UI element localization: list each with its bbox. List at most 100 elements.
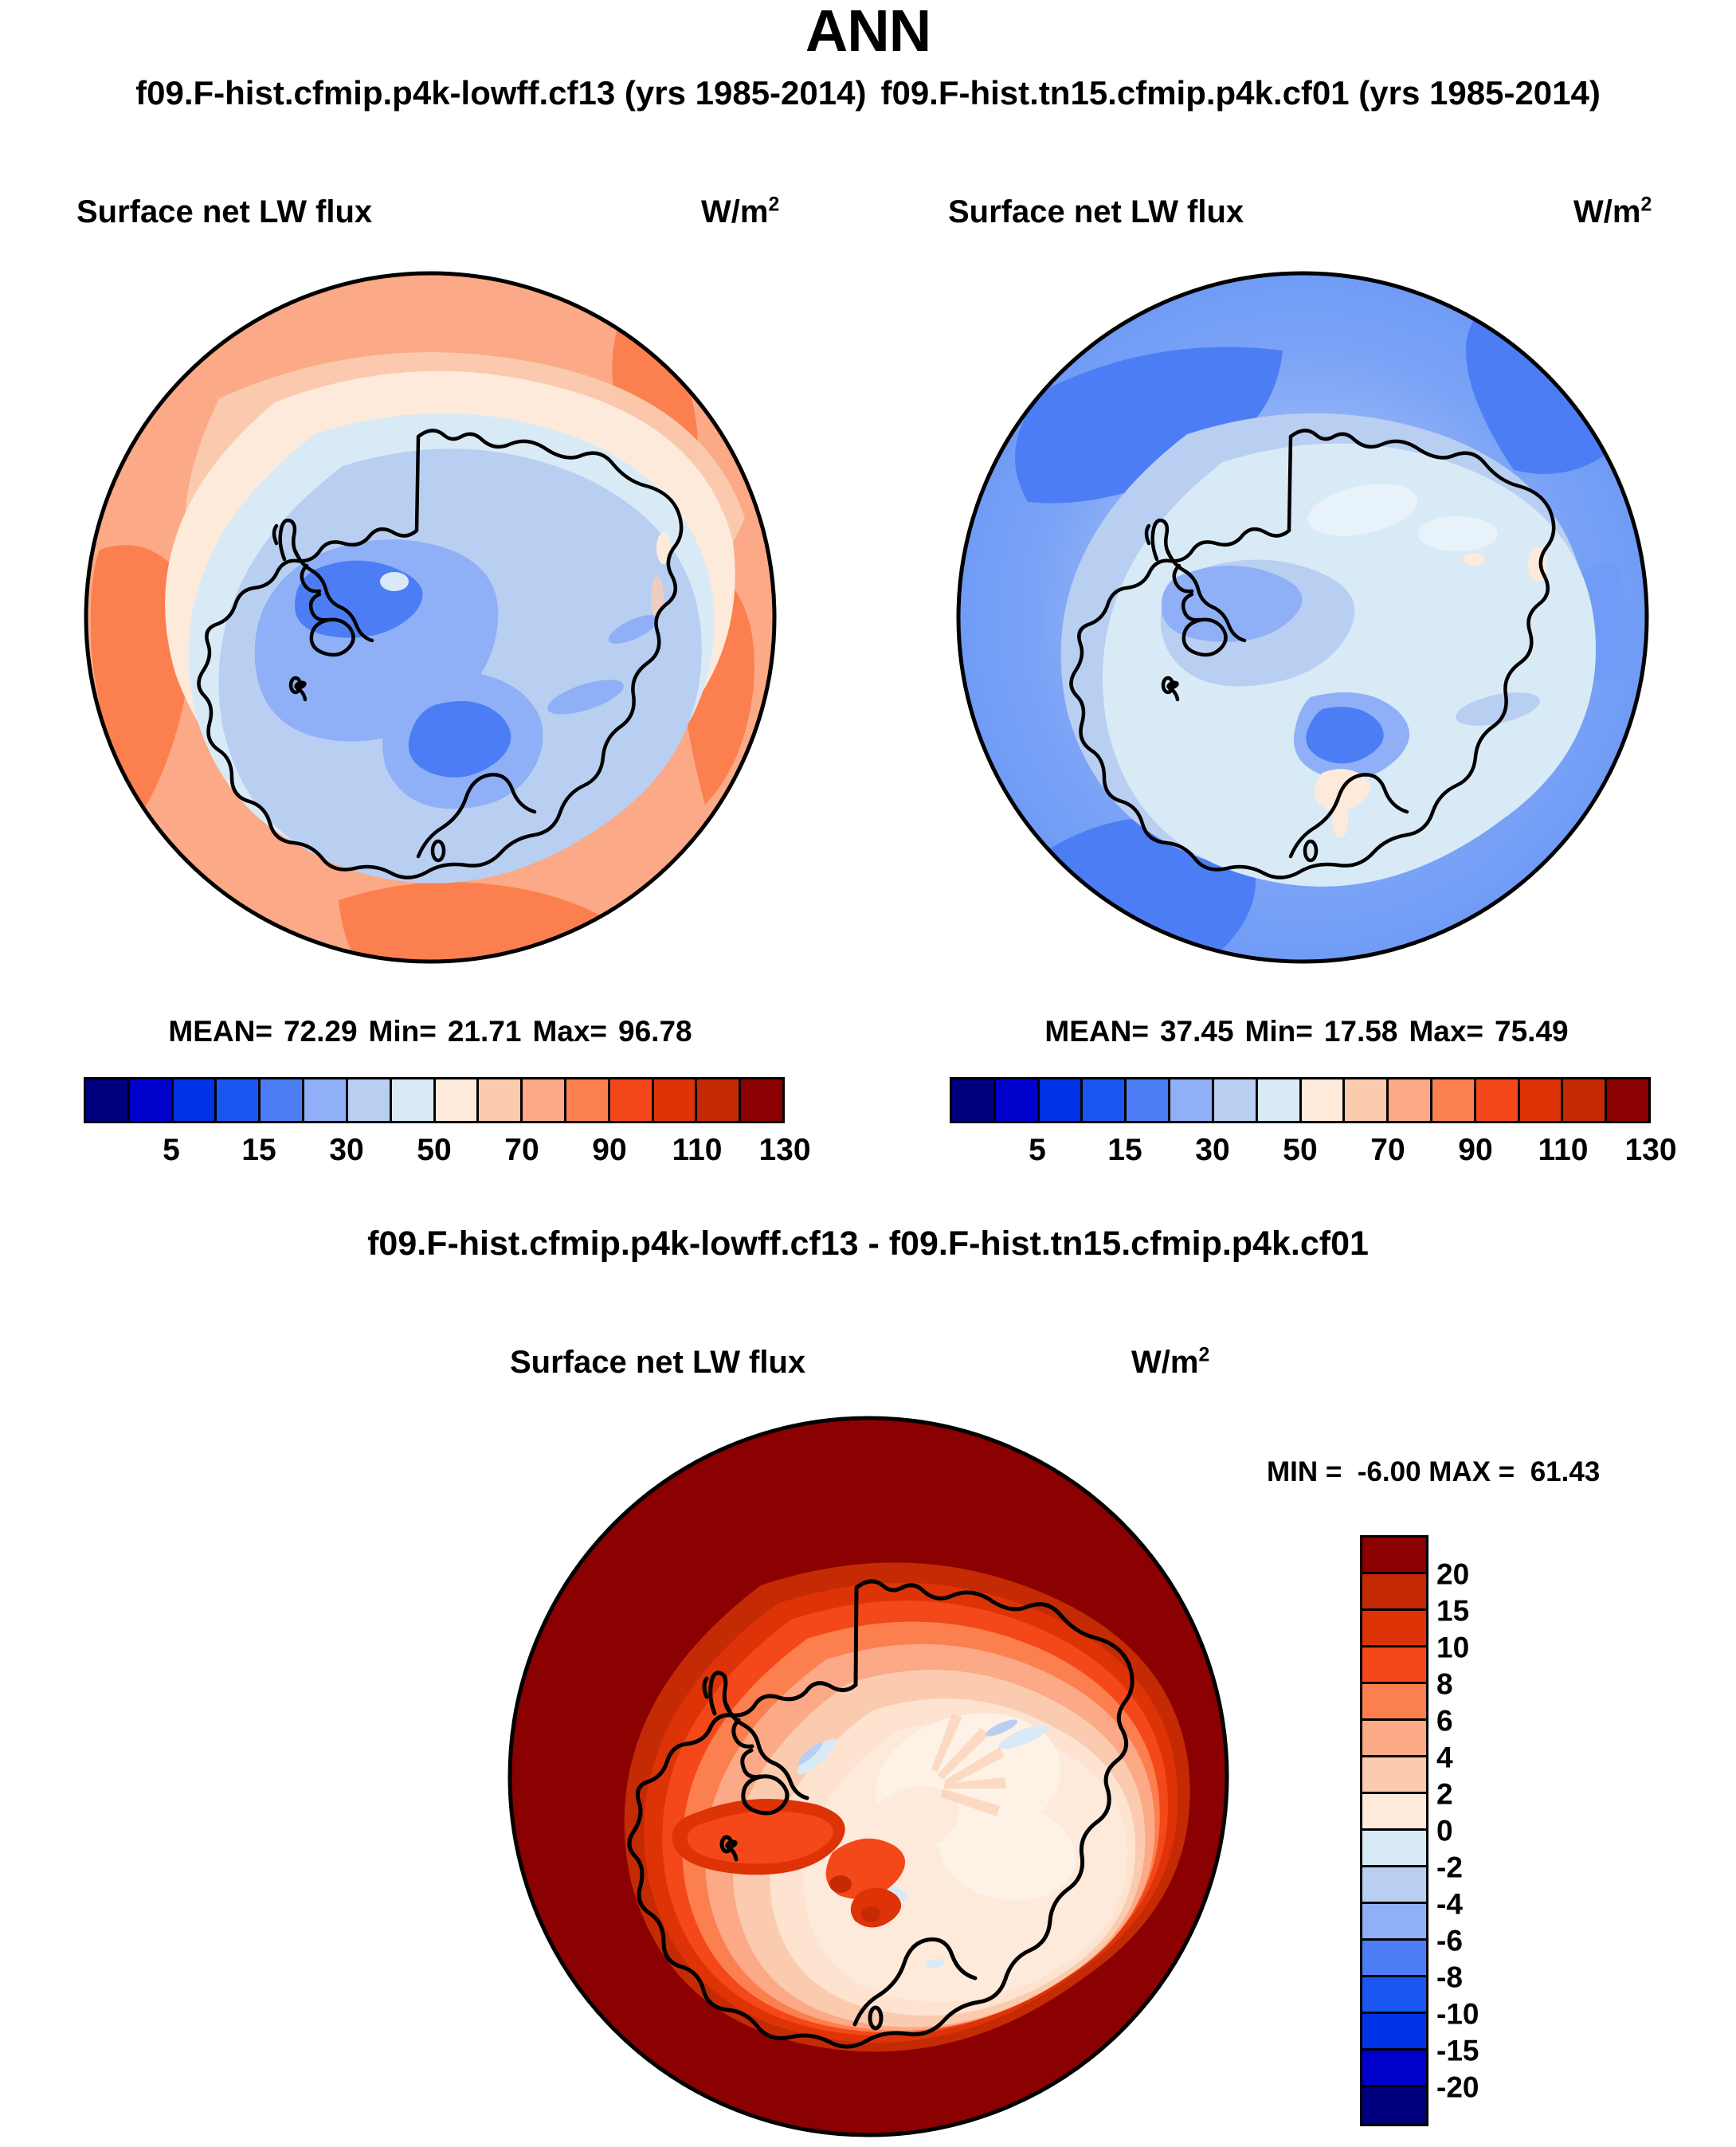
colorbar-cell [1475, 1079, 1520, 1121]
colorbar-tick-label: 110 [1538, 1133, 1589, 1167]
right-map-boundary-circle [956, 271, 1649, 964]
diff-map-field [510, 1418, 1227, 2135]
left-panel-variable-label: Surface net LW flux [76, 194, 373, 229]
colorbar-tick-label: 30 [329, 1133, 364, 1167]
colorbar-cell [86, 1079, 130, 1121]
difference-colorbar-cell [1362, 1684, 1426, 1721]
difference-colorbar-cell [1362, 1757, 1426, 1794]
difference-colorbar-tick-label: -4 [1436, 1887, 1463, 1921]
colorbar-cell [173, 1079, 217, 1121]
left-colorbar[interactable]: 5 15 30 50 70 90 110 130 [84, 1077, 811, 1171]
colorbar-tick-label: 90 [592, 1133, 627, 1167]
right-colorbar-labels: 5 15 30 50 70 90 110 130 [950, 1133, 1676, 1171]
difference-colorbar-cell [1362, 1538, 1426, 1574]
colorbar-tick-label: 90 [1458, 1133, 1493, 1167]
right-map-island-marker [1166, 680, 1179, 690]
colorbar-cell [1563, 1079, 1608, 1121]
difference-colorbar-tick-label: 20 [1436, 1557, 1470, 1591]
colorbar-cell [697, 1079, 742, 1121]
colorbar-tick-label: 15 [241, 1133, 276, 1167]
colorbar-cell [1170, 1079, 1214, 1121]
right-colorbar[interactable]: 5 15 30 50 70 90 110 130 [950, 1077, 1677, 1171]
difference-colorbar-tick-label: -20 [1436, 2071, 1479, 2104]
colorbar-cell [1432, 1079, 1476, 1121]
difference-colorbar-cell [1362, 2087, 1426, 2124]
difference-colorbar-cell [1362, 1574, 1426, 1611]
page-title: ANN [805, 0, 931, 64]
colorbar-cell [479, 1079, 523, 1121]
colorbar-cell [952, 1079, 996, 1121]
difference-colorbar-cell [1362, 1867, 1426, 1904]
left-map-island-marker [294, 680, 307, 690]
colorbar-tick-label: 70 [504, 1133, 539, 1167]
colorbar-cell [653, 1079, 698, 1121]
difference-colorbar-cell [1362, 1831, 1426, 1867]
left-panel-units-label: W/m2 [701, 194, 780, 229]
colorbar-cell [1127, 1079, 1171, 1121]
colorbar-tick-label: 5 [163, 1133, 180, 1167]
colorbar-cell [261, 1079, 305, 1121]
colorbar-cell [391, 1079, 436, 1121]
left-map-svg [84, 271, 777, 964]
difference-colorbar-tick-label: 8 [1436, 1667, 1453, 1701]
diff-panel-variable-label: Surface net LW flux [510, 1345, 806, 1380]
difference-colorbar-cell [1362, 1977, 1426, 2014]
difference-colorbar-cell [1362, 1904, 1426, 1941]
difference-colorbar-tick-label: 4 [1436, 1741, 1453, 1774]
difference-colorbar-labels: 20 15 10 8 6 4 2 0 -2 -4 -6 -8 -10 -15 -20 [1436, 1535, 1556, 2126]
diff-panel-units-label: W/m2 [1131, 1344, 1210, 1380]
colorbar-cell [1389, 1079, 1432, 1121]
difference-colorbar-tick-label: -6 [1436, 1924, 1463, 1957]
difference-colorbar-tick-label: -8 [1436, 1961, 1463, 1994]
diff-map-coastline [627, 1579, 1134, 2049]
colorbar-cell [347, 1079, 392, 1121]
diff-map-svg [507, 1416, 1229, 2137]
diff-polar-map [498, 1406, 1239, 2147]
colorbar-cell [523, 1079, 566, 1121]
colorbar-tick-label: 50 [417, 1133, 452, 1167]
left-map-field [86, 273, 774, 962]
left-panel-stats: MEAN= 72.29 Min= 21.71 Max= 96.78 [168, 1015, 692, 1048]
colorbar-cell [741, 1079, 782, 1121]
colorbar-cell [1301, 1079, 1346, 1121]
difference-colorbar-cell [1362, 1647, 1426, 1684]
right-polar-map [948, 263, 1657, 972]
difference-colorbar-tick-label: 10 [1436, 1631, 1470, 1664]
difference-colorbar-tick-label: 15 [1436, 1594, 1470, 1628]
difference-colorbar-cell [1362, 2051, 1426, 2087]
colorbar-cell [1519, 1079, 1564, 1121]
right-panel-stats: MEAN= 37.45 Min= 17.58 Max= 75.49 [1044, 1015, 1569, 1048]
colorbar-cell [304, 1079, 348, 1121]
difference-colorbar-tick-label: 2 [1436, 1777, 1453, 1811]
colorbar-tick-label: 130 [758, 1133, 811, 1167]
difference-colorbar-tick-label: 6 [1436, 1704, 1453, 1738]
difference-colorbar-tick-label: 0 [1436, 1814, 1453, 1847]
difference-colorbar-tick-label: -15 [1436, 2034, 1479, 2067]
difference-colorbar[interactable]: 20 15 10 8 6 4 2 0 -2 -4 -6 -8 -10 -15 -20 [1360, 1535, 1479, 2126]
colorbar-tick-label: 15 [1107, 1133, 1142, 1167]
colorbar-cell [1607, 1079, 1648, 1121]
diff-panel-minmax: MIN = -6.00 MAX = 61.43 [1267, 1456, 1601, 1487]
colorbar-tick-label: 30 [1195, 1133, 1230, 1167]
left-colorbar-cells[interactable] [84, 1077, 785, 1123]
right-panel-variable-label: Surface net LW flux [948, 194, 1244, 229]
colorbar-cell [129, 1079, 174, 1121]
left-colorbar-labels: 5 15 30 50 70 90 110 130 [84, 1133, 810, 1171]
subtitle-run-names: f09.F-hist.cfmip.p4k-lowff.cf13 (yrs 198… [0, 76, 1736, 110]
difference-colorbar-cell [1362, 2014, 1426, 2051]
difference-colorbar-cell [1362, 1611, 1426, 1647]
difference-title: f09.F-hist.cfmip.p4k-lowff.cf13 - f09.F-… [367, 1224, 1369, 1263]
colorbar-cell [995, 1079, 1040, 1121]
colorbar-cell [1345, 1079, 1389, 1121]
left-polar-map [76, 263, 785, 972]
difference-colorbar-cell [1362, 1941, 1426, 1977]
difference-colorbar-cell [1362, 1794, 1426, 1831]
difference-colorbar-cells[interactable] [1360, 1535, 1428, 2126]
left-map-boundary-circle [84, 271, 777, 964]
right-colorbar-cells[interactable] [950, 1077, 1651, 1123]
difference-colorbar-tick-label: -2 [1436, 1851, 1463, 1884]
colorbar-tick-label: 50 [1283, 1133, 1318, 1167]
difference-colorbar-tick-label: -10 [1436, 1997, 1479, 2031]
colorbar-tick-label: 5 [1029, 1133, 1046, 1167]
colorbar-tick-label: 70 [1370, 1133, 1405, 1167]
